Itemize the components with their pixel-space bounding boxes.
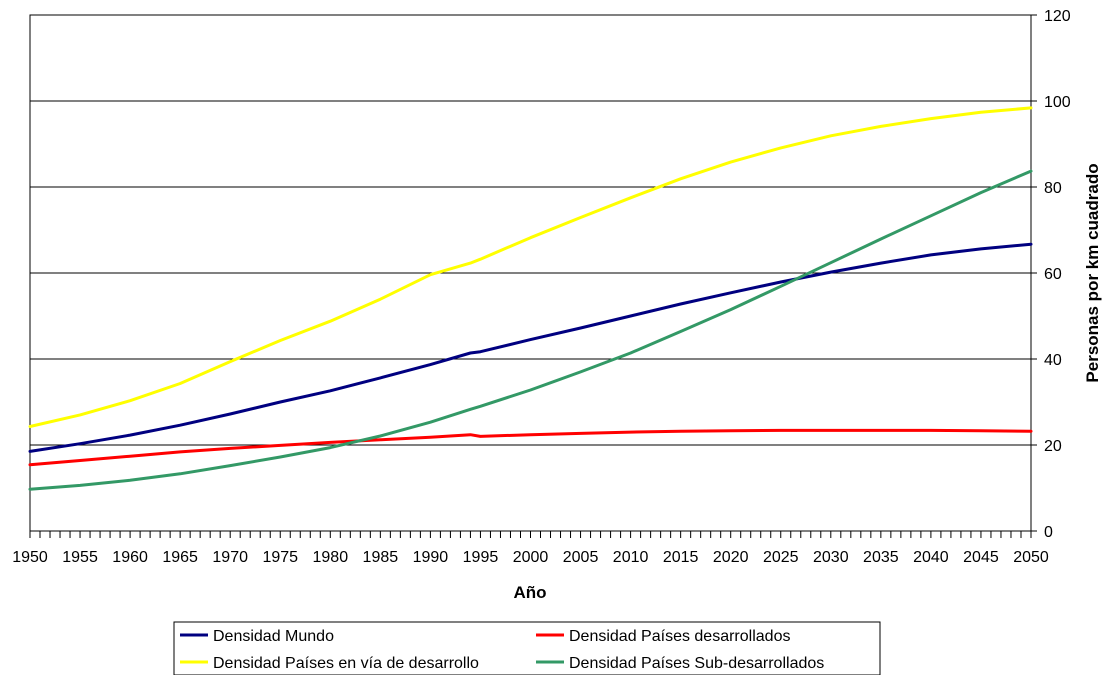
x-tick-label: 2035 (863, 549, 899, 566)
y-tick-label: 100 (1044, 94, 1071, 111)
series-lines (28, 106, 1033, 491)
x-tick-label: 1985 (363, 549, 399, 566)
y-tick-label: 120 (1044, 8, 1071, 25)
series-line-2 (28, 106, 1033, 428)
x-tick-label: 2015 (663, 549, 699, 566)
x-axis-title: Año (513, 583, 546, 602)
legend-box (173, 621, 881, 676)
legend-label: Densidad Países desarrollados (569, 628, 790, 645)
legend-label: Densidad Países Sub-desarrollados (569, 655, 824, 672)
x-axis: 1950 1955 1960 1965 1970 1975 1980 1985 1990 1995… (12, 531, 1049, 566)
x-tick-label: 2030 (813, 549, 849, 566)
y-tick-label: 0 (1044, 524, 1053, 541)
y-axis: 0 20 40 60 80 100 120 (1030, 8, 1071, 541)
series-line-0 (28, 242, 1033, 453)
y-tick-label: 20 (1044, 438, 1062, 455)
series-line-3 (28, 169, 1033, 491)
x-tick-label: 2010 (613, 549, 649, 566)
x-tick-label: 1995 (463, 549, 499, 566)
legend-label: Densidad Países en vía de desarrollo (213, 655, 479, 672)
x-tick-label: 1975 (262, 549, 298, 566)
x-tick-label: 1955 (62, 549, 98, 566)
x-tick-label: 2020 (713, 549, 749, 566)
x-tick-label: 2025 (763, 549, 799, 566)
x-tick-label: 2005 (563, 549, 599, 566)
gridlines (30, 100, 1031, 446)
y-axis-title: Personas por km cuadrado (1083, 163, 1102, 382)
x-tick-label: 1960 (112, 549, 148, 566)
x-tick-label: 2050 (1013, 549, 1049, 566)
x-tick-label: 1950 (12, 549, 48, 566)
x-tick-label: 1970 (212, 549, 248, 566)
x-tick-label: 2045 (963, 549, 999, 566)
y-tick-label: 80 (1044, 180, 1062, 197)
series-line-1 (28, 428, 1033, 467)
x-tick-label: 2000 (513, 549, 549, 566)
x-tick-label: 1965 (162, 549, 198, 566)
legend: Densidad Mundo Densidad Países desarrolla… (173, 621, 881, 676)
y-tick-label: 60 (1044, 266, 1062, 283)
y-tick-label: 40 (1044, 352, 1062, 369)
x-tick-label: 2040 (913, 549, 949, 566)
legend-label: Densidad Mundo (213, 628, 334, 645)
x-tick-label: 1990 (413, 549, 449, 566)
x-tick-label: 1980 (313, 549, 349, 566)
